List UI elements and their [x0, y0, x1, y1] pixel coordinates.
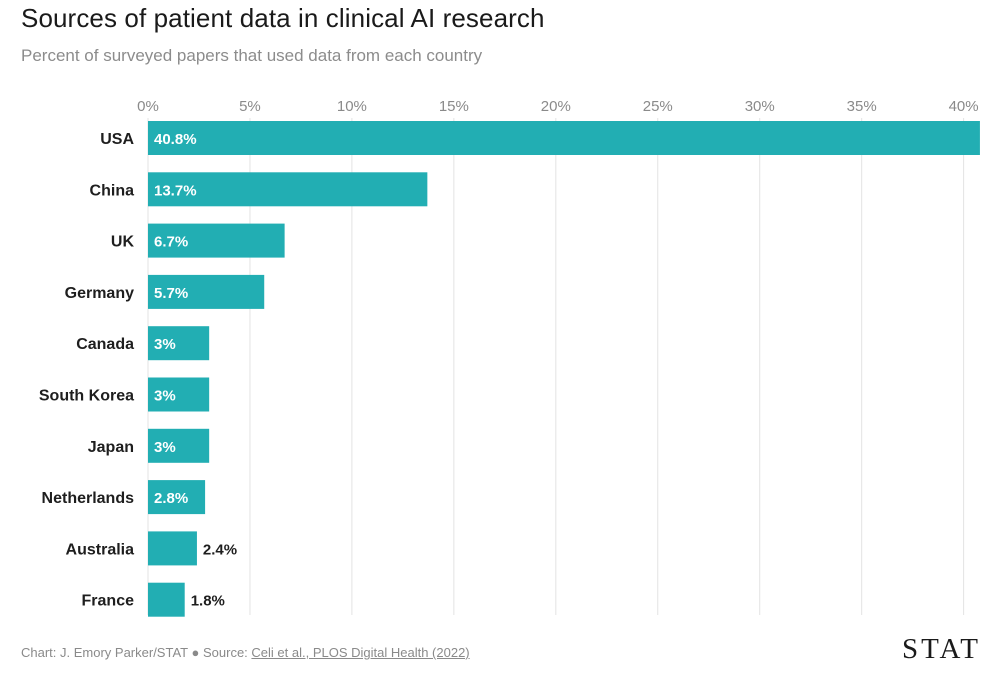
category-label: France	[82, 593, 135, 610]
footer-separator-dot: ●	[191, 645, 200, 660]
category-label: Australia	[66, 541, 135, 558]
chart-subtitle: Percent of surveyed papers that used dat…	[21, 46, 483, 65]
data-label: 6.7%	[154, 234, 188, 251]
category-label: South Korea	[39, 388, 134, 405]
chart-credit: Chart: J. Emory Parker/STAT	[21, 645, 188, 660]
category-label: Canada	[76, 336, 134, 353]
footer: Chart: J. Emory Parker/STAT ● Source: Ce…	[21, 645, 470, 660]
category-label: USA	[100, 131, 134, 148]
stat-logo: STAT	[902, 633, 981, 665]
bar	[148, 480, 206, 515]
data-label: 3%	[154, 336, 176, 353]
x-tick-label: 35%	[847, 98, 877, 115]
bar	[148, 172, 428, 207]
data-label: 5.7%	[154, 285, 188, 302]
data-label: 40.8%	[154, 131, 197, 148]
category-label: Japan	[88, 439, 134, 456]
x-tick-label: 25%	[643, 98, 673, 115]
source-prefix: Source:	[202, 645, 248, 660]
category-label: UK	[111, 234, 135, 251]
bar	[148, 274, 265, 309]
data-label: 3%	[154, 388, 176, 405]
x-tick-label: 0%	[137, 98, 159, 115]
data-label: 1.8%	[191, 593, 225, 610]
x-tick-label: 10%	[337, 98, 367, 115]
category-label: Germany	[65, 285, 134, 302]
data-label: 13.7%	[154, 182, 197, 199]
category-label: China	[90, 182, 135, 199]
bar	[148, 531, 197, 566]
source-link[interactable]: Celi et al., PLOS Digital Health (2022)	[251, 645, 470, 660]
x-tick-label: 20%	[541, 98, 571, 115]
bar	[148, 582, 185, 617]
bar	[148, 326, 210, 361]
bar-chart: 0% 5% 10% 15% 20% 25% 30% 35% 40% USA 40.8% China 13…	[39, 98, 980, 617]
x-tick-label: 40%	[949, 98, 979, 115]
x-tick-label: 30%	[745, 98, 775, 115]
bar	[148, 223, 285, 258]
bar	[148, 377, 210, 412]
x-tick-label: 5%	[239, 98, 261, 115]
bar	[148, 121, 980, 155]
category-label: Netherlands	[42, 490, 135, 507]
chart-title: Sources of patient data in clinical AI r…	[21, 3, 545, 33]
x-tick-label: 15%	[439, 98, 469, 115]
data-label: 3%	[154, 439, 176, 456]
bar	[148, 428, 210, 463]
data-label: 2.4%	[203, 541, 237, 558]
data-label: 2.8%	[154, 490, 188, 507]
